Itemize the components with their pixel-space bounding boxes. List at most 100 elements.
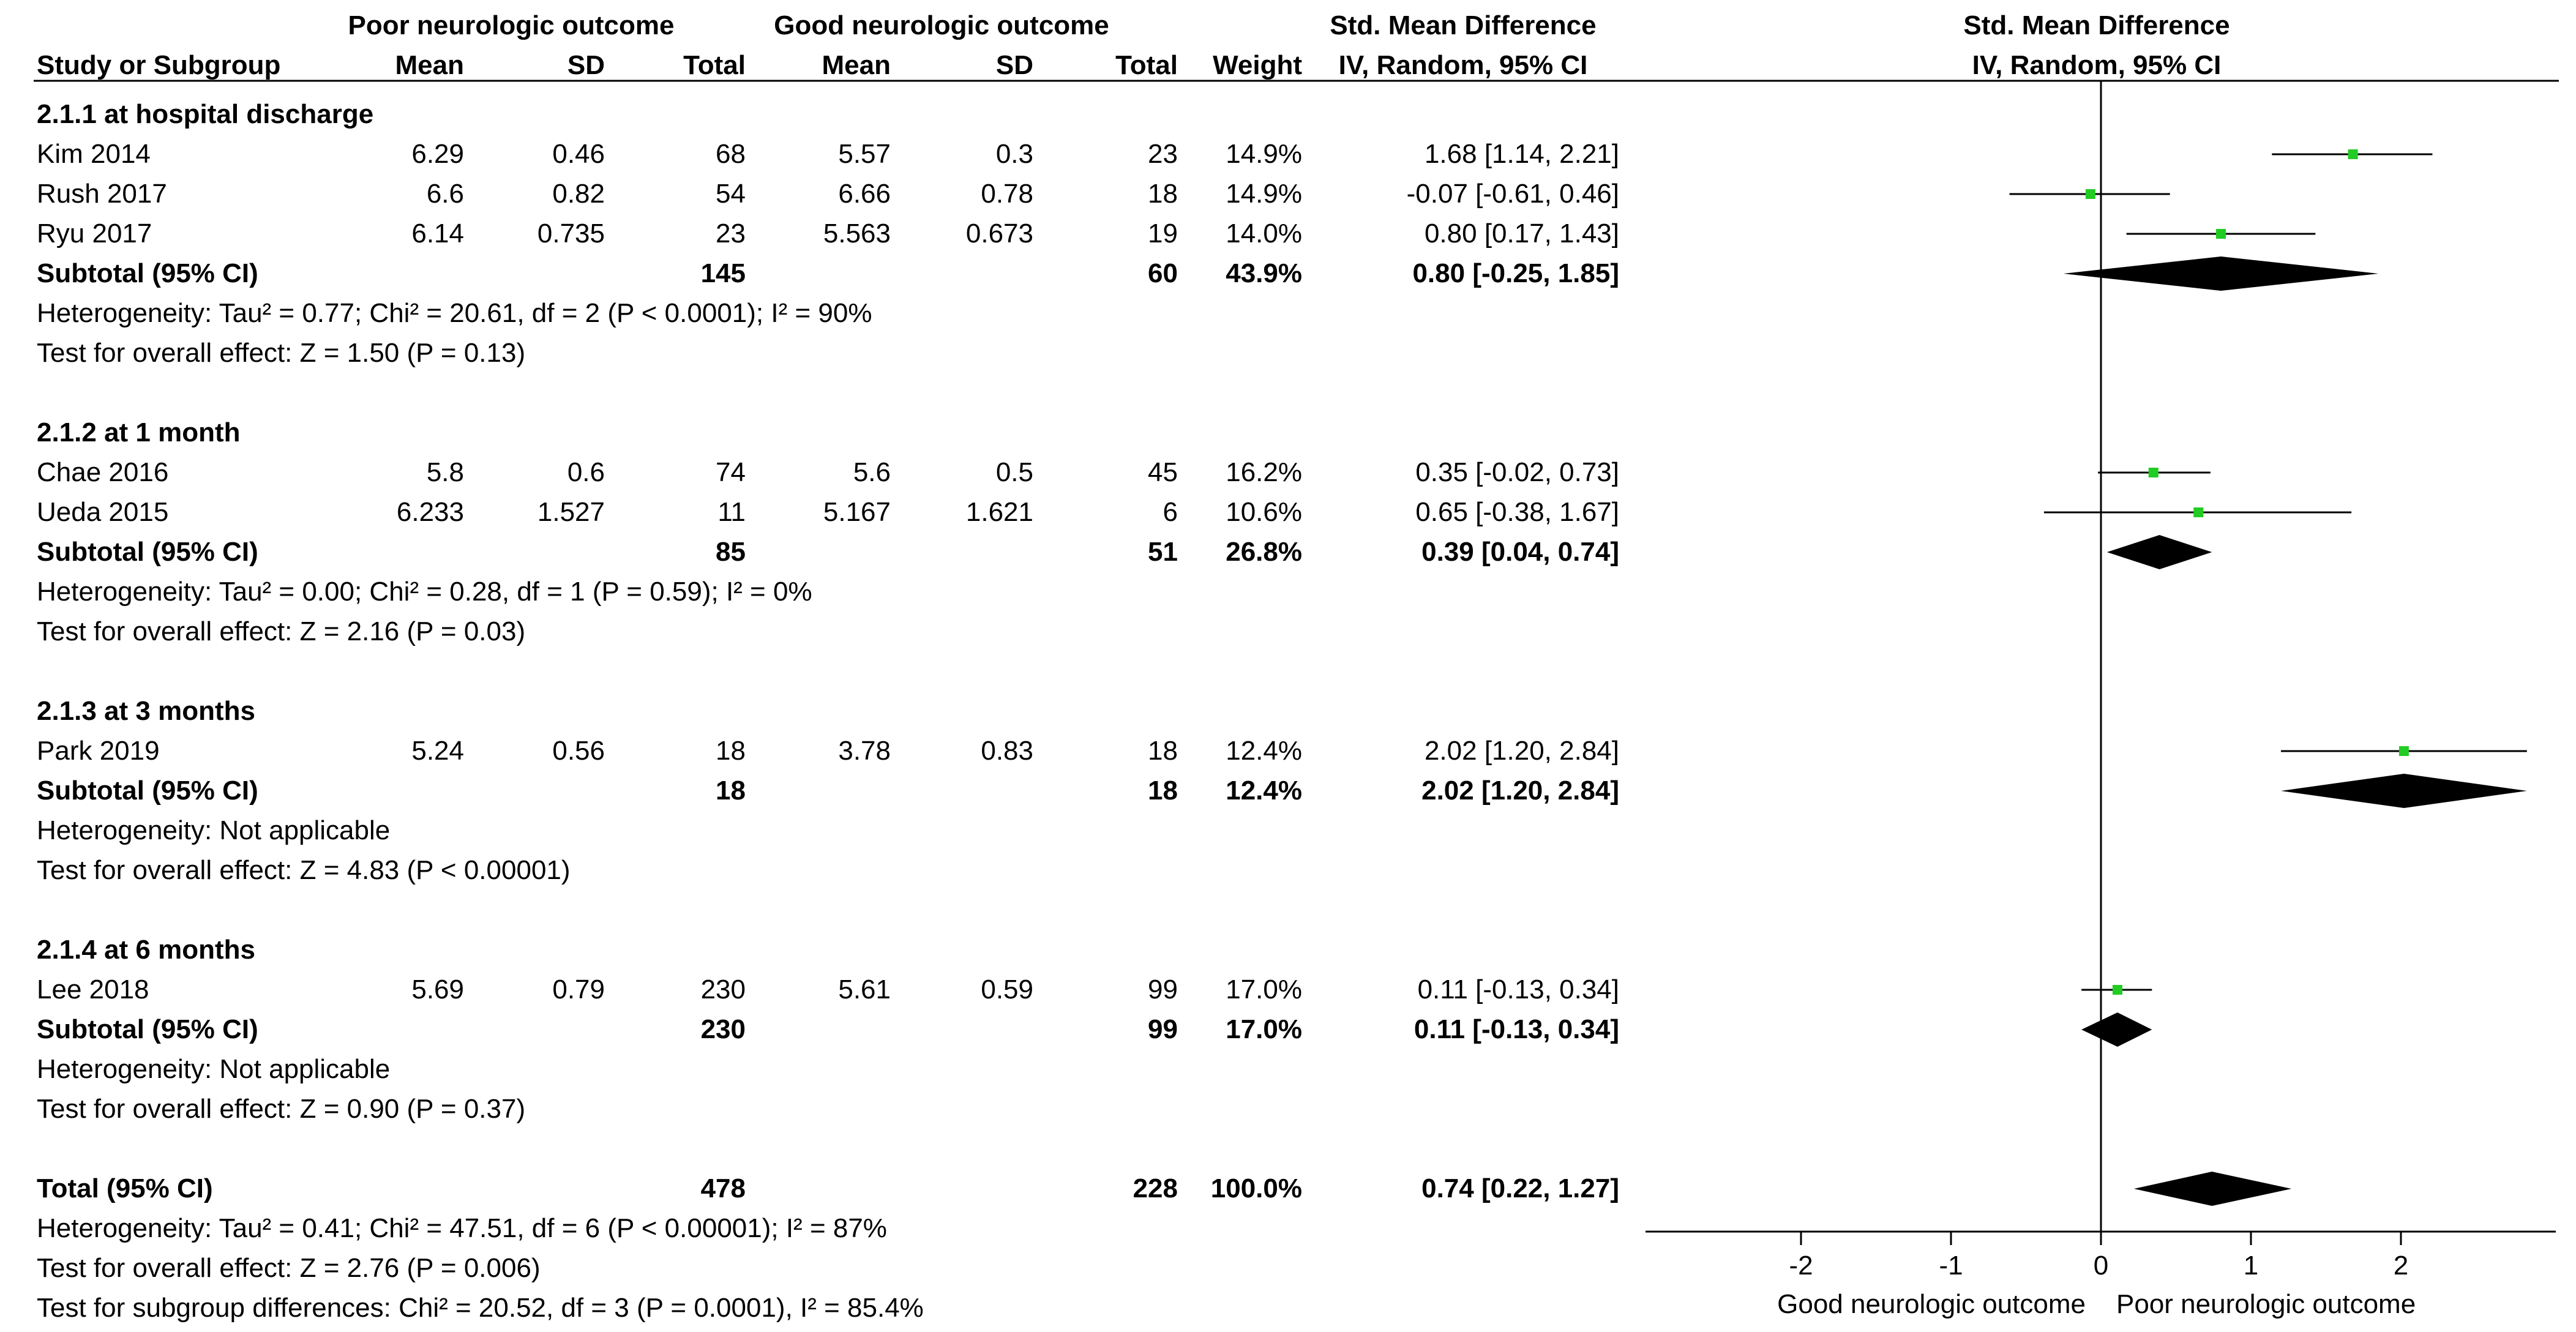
col-mean2-header: Mean (822, 50, 891, 80)
subtotal-ci-text: 0.39 [0.04, 0.74] (1421, 537, 1619, 567)
study-mean1: 6.233 (397, 497, 464, 527)
study-sd1: 0.6 (567, 457, 605, 487)
study-weight: 10.6% (1226, 497, 1302, 527)
heterogeneity-text: Heterogeneity: Tau² = 0.77; Chi² = 20.61… (37, 298, 872, 328)
study-total2: 6 (1163, 497, 1178, 527)
study-mean1: 5.24 (411, 736, 464, 766)
study-sd1: 0.735 (537, 219, 605, 249)
study-sd2: 1.621 (966, 497, 1033, 527)
subtotal-total1: 145 (701, 258, 746, 288)
study-total1: 68 (716, 139, 746, 169)
study-total2: 45 (1148, 457, 1178, 487)
study-mean2: 5.167 (823, 497, 891, 527)
study-total1: 74 (716, 457, 746, 487)
subgroup-title: 2.1.3 at 3 months (37, 696, 255, 726)
study-name: Kim 2014 (37, 139, 151, 169)
group2-header: Good neurologic outcome (774, 10, 1109, 40)
study-point (2398, 746, 2409, 756)
heterogeneity-text: Heterogeneity: Tau² = 0.00; Chi² = 0.28,… (37, 577, 812, 607)
study-name: Lee 2018 (37, 975, 149, 1005)
study-sd1: 0.82 (552, 179, 605, 209)
col-ci-header: IV, Random, 95% CI (1339, 50, 1588, 80)
study-sd2: 0.673 (966, 219, 1033, 249)
study-point (2148, 468, 2159, 477)
overall-effect-text: Test for overall effect: Z = 0.90 (P = 0… (37, 1094, 525, 1124)
subtotal-diamond (2281, 774, 2527, 808)
total-total2: 228 (1133, 1173, 1178, 1203)
study-total2: 18 (1148, 736, 1178, 766)
study-total2: 99 (1148, 975, 1178, 1005)
subtotal-total1: 230 (701, 1014, 746, 1044)
study-point (2112, 985, 2122, 995)
col-weight-header: Weight (1213, 50, 1302, 80)
subtotal-total2: 51 (1148, 537, 1178, 567)
heterogeneity-text: Heterogeneity: Not applicable (37, 1054, 390, 1084)
study-total1: 18 (716, 736, 746, 766)
subtotal-label: Subtotal (95% CI) (37, 1014, 258, 1044)
study-total1: 230 (701, 975, 746, 1005)
study-sd1: 0.56 (552, 736, 605, 766)
study-point (2348, 149, 2358, 159)
overall-effect-text: Test for overall effect: Z = 1.50 (P = 0… (37, 338, 525, 368)
study-ci-text: 0.11 [-0.13, 0.34] (1418, 975, 1619, 1005)
study-sd1: 1.527 (537, 497, 605, 527)
study-name: Ryu 2017 (37, 219, 152, 249)
x-tick-label: 2 (2394, 1251, 2408, 1281)
total-diamond (2133, 1172, 2292, 1206)
study-mean2: 5.61 (838, 975, 891, 1005)
study-mean1: 5.8 (427, 457, 464, 487)
study-total2: 23 (1148, 139, 1178, 169)
heterogeneity-text: Heterogeneity: Not applicable (37, 815, 390, 845)
total-weight: 100.0% (1211, 1173, 1302, 1203)
col-sd2-header: SD (996, 50, 1033, 80)
subgroup-differences-text: Test for subgroup differences: Chi² = 20… (37, 1293, 924, 1323)
subtotal-label: Subtotal (95% CI) (37, 537, 258, 567)
study-weight: 16.2% (1226, 457, 1302, 487)
study-ci-text: 0.65 [-0.38, 1.67] (1415, 497, 1619, 527)
study-point (2216, 229, 2226, 239)
total-ci-text: 0.74 [0.22, 1.27] (1421, 1173, 1619, 1203)
study-sd2: 0.3 (996, 139, 1033, 169)
study-weight: 14.0% (1226, 219, 1302, 249)
table-body: 2.1.1 at hospital discharge Kim 2014 6.29 0… (37, 99, 1619, 1323)
study-mean1: 6.14 (411, 219, 464, 249)
col-total1-header: Total (683, 50, 746, 80)
x-tick-label: -2 (1789, 1251, 1813, 1281)
study-ci-text: 1.68 [1.14, 2.21] (1425, 139, 1619, 169)
col-study-header: Study or Subgroup (37, 50, 280, 80)
study-ci-text: 0.80 [0.17, 1.43] (1425, 219, 1619, 249)
study-total2: 18 (1148, 179, 1178, 209)
study-name: Chae 2016 (37, 457, 168, 487)
subtotal-weight: 26.8% (1226, 537, 1302, 567)
subtotal-label: Subtotal (95% CI) (37, 258, 258, 288)
subtotal-diamond (2081, 1012, 2152, 1047)
study-sd1: 0.46 (552, 139, 605, 169)
study-sd2: 0.83 (981, 736, 1033, 766)
study-mean1: 6.29 (411, 139, 464, 169)
subtotal-weight: 17.0% (1226, 1014, 1302, 1044)
study-mean2: 5.57 (838, 139, 891, 169)
subgroup-title: 2.1.4 at 6 months (37, 935, 255, 965)
study-mean1: 5.69 (411, 975, 464, 1005)
study-name: Ueda 2015 (37, 497, 168, 527)
plot-area: -2 -1 0 1 2 Good neurologic outcome Poor neuro… (1646, 81, 2556, 1319)
group1-header: Poor neurologic outcome (348, 10, 675, 40)
effect-title-header: Std. Mean Difference (1330, 10, 1596, 40)
study-weight: 12.4% (1226, 736, 1302, 766)
study-total2: 19 (1148, 219, 1178, 249)
subtotal-total2: 60 (1148, 258, 1178, 288)
subtotal-diamond (2063, 256, 2379, 291)
subtotal-weight: 43.9% (1226, 258, 1302, 288)
subtotal-label: Subtotal (95% CI) (37, 776, 258, 806)
study-sd2: 0.59 (981, 975, 1033, 1005)
study-point (2193, 507, 2204, 517)
study-ci-text: 0.35 [-0.02, 0.73] (1415, 457, 1619, 487)
study-name: Park 2019 (37, 736, 160, 766)
study-mean2: 3.78 (838, 736, 891, 766)
study-weight: 17.0% (1226, 975, 1302, 1005)
plot-method-header: IV, Random, 95% CI (1972, 50, 2222, 80)
study-ci-text: 2.02 [1.20, 2.84] (1425, 736, 1619, 766)
study-mean2: 5.563 (823, 219, 891, 249)
total-label: Total (95% CI) (37, 1173, 213, 1203)
